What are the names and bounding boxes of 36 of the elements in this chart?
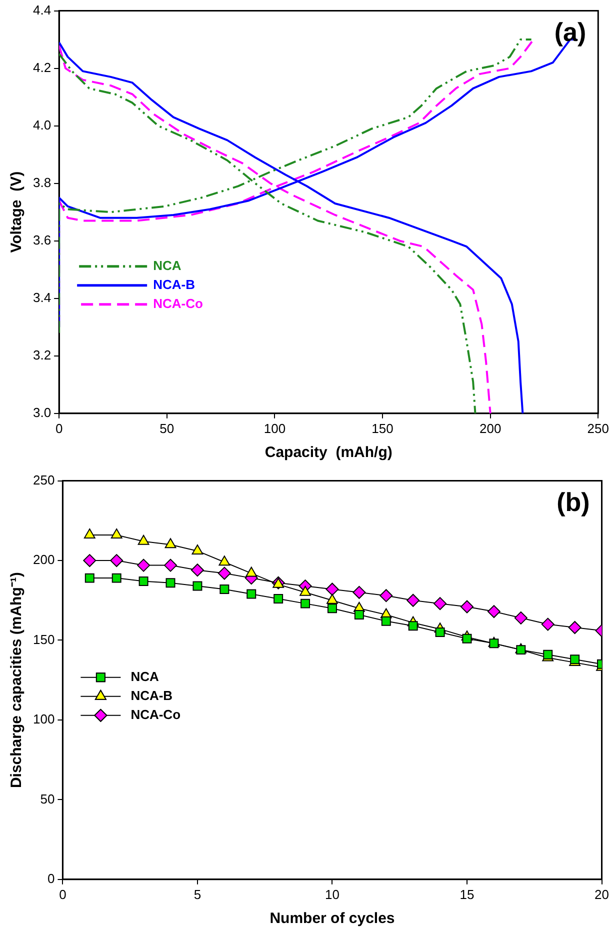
x-tick-label: 20 xyxy=(594,886,610,902)
y-tick-label: 4.4 xyxy=(32,2,52,18)
y-tick-label: 3.0 xyxy=(32,404,52,420)
x-tick-label: 150 xyxy=(372,420,394,436)
y-tick-label: 4.2 xyxy=(32,60,52,75)
y-tick-label: 100 xyxy=(32,712,55,727)
y-tick-label: 0 xyxy=(47,870,55,886)
annotation: (b) xyxy=(556,486,590,517)
annotation: (a) xyxy=(554,16,586,47)
text: NCA xyxy=(153,258,182,273)
legend-label: NCA-Co xyxy=(130,706,181,722)
text: NCA-B xyxy=(153,276,195,292)
x-tick-label: 10 xyxy=(324,886,340,902)
x-tick-label: 250 xyxy=(587,420,610,436)
y-tick-label: 3.2 xyxy=(32,347,52,362)
x-tick-label: 200 xyxy=(479,420,502,436)
y-tick-label: 4.0 xyxy=(32,117,52,132)
y-tick-label: 3.8 xyxy=(32,174,52,190)
x-tick-label: 0 xyxy=(59,886,66,902)
text: NCA-Co xyxy=(153,296,203,311)
y-tick-label: 150 xyxy=(32,632,55,647)
x-axis-title: Number of cycles xyxy=(270,910,395,928)
y-tick-label: 250 xyxy=(32,472,55,488)
x-tick-label: 15 xyxy=(460,886,474,902)
x-axis-title: Capacity (mAh/g) xyxy=(264,444,392,462)
y-tick-label: 50 xyxy=(40,791,55,806)
y-tick-label: 200 xyxy=(32,552,55,568)
x-tick-label: 50 xyxy=(160,420,174,436)
y-tick-label: 3.6 xyxy=(32,232,52,248)
legend-label: NCA xyxy=(130,668,160,684)
y-tick-label: 3.4 xyxy=(32,290,52,305)
x-tick-label: 5 xyxy=(194,886,202,902)
y-axis-title: Voltage (V) xyxy=(8,171,26,253)
x-tick-label: 100 xyxy=(264,420,286,436)
y-axis-title: Discharge capacities (mAhg⁻¹) xyxy=(8,572,26,788)
legend-label: NCA-B xyxy=(130,688,173,703)
